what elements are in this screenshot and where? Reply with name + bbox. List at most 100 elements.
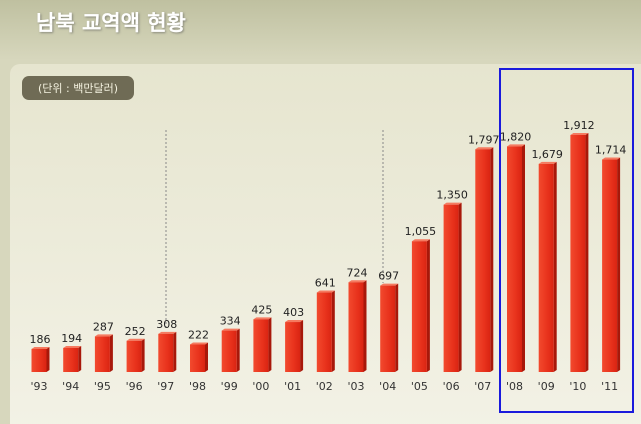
bar: [602, 159, 618, 372]
bar-top: [94, 334, 113, 337]
bar-side: [490, 147, 494, 372]
bar: [348, 282, 364, 372]
x-tick-label: '98: [189, 380, 206, 393]
x-tick-label: '06: [443, 380, 460, 393]
bar-top: [253, 317, 272, 320]
value-label: 287: [93, 320, 114, 333]
bar-side: [173, 331, 177, 372]
x-tick-label: '11: [601, 380, 618, 393]
unit-label: (단위 : 백만달러): [38, 82, 118, 95]
value-label: 1,912: [563, 119, 595, 132]
bar: [443, 204, 459, 372]
bar-top: [475, 147, 494, 150]
bar: [316, 292, 332, 372]
bar: [221, 330, 237, 372]
bar-side: [617, 157, 621, 372]
value-label: 641: [315, 277, 336, 290]
x-tick-label: '99: [221, 380, 238, 393]
bar-side: [109, 334, 113, 372]
value-label: 403: [283, 306, 304, 319]
bar-top: [158, 331, 177, 334]
bar-top: [570, 133, 589, 135]
value-label: 334: [220, 315, 241, 328]
bar-top: [221, 328, 240, 331]
x-tick-label: '96: [126, 380, 143, 393]
bar-side: [268, 317, 272, 372]
x-tick-label: '97: [157, 380, 174, 393]
value-label: 1,055: [405, 225, 437, 238]
x-tick-label: '00: [252, 380, 269, 393]
value-label: 425: [251, 303, 272, 316]
value-label: 308: [156, 318, 177, 331]
bar: [126, 340, 142, 372]
value-label: 1,714: [595, 144, 627, 157]
bars: 186 '93 194 '94 287 '95 252 '96 308 '97 222 '98 334 '…: [30, 119, 627, 393]
bar-top: [380, 283, 399, 286]
bar-top: [443, 202, 462, 205]
x-tick-label: '07: [474, 380, 491, 393]
bar: [94, 336, 110, 372]
x-tick-label: '04: [379, 380, 396, 393]
bar-top: [348, 280, 367, 283]
bar-side: [205, 342, 208, 372]
bar-top: [285, 320, 304, 323]
bar-side: [585, 133, 589, 372]
x-tick-label: '93: [30, 380, 47, 393]
bar: [411, 241, 427, 372]
bar-top: [507, 144, 525, 147]
bar: [63, 347, 79, 372]
bar-side: [78, 345, 82, 372]
bar: [285, 322, 301, 372]
bar: [190, 344, 205, 372]
x-tick-label: '05: [411, 380, 428, 393]
bar-side: [395, 283, 399, 372]
value-label: 252: [125, 325, 146, 338]
bar: [380, 285, 396, 372]
bar-side: [363, 280, 367, 372]
bar-top: [316, 290, 335, 293]
bar-side: [458, 202, 462, 372]
value-label: 1,820: [500, 130, 532, 143]
bar-side: [426, 239, 430, 372]
value-label: 222: [188, 328, 209, 341]
highlight-box: [499, 68, 634, 413]
bar-top: [126, 338, 145, 341]
bar-top: [31, 346, 50, 349]
value-label: 724: [347, 266, 368, 279]
bar: [538, 163, 554, 372]
bar: [253, 319, 269, 372]
bar: [475, 149, 491, 372]
x-tick-label: '10: [569, 380, 586, 393]
value-label: 1,350: [436, 189, 468, 202]
bar: [31, 348, 47, 372]
bar-top: [602, 157, 621, 160]
bar-side: [46, 346, 50, 372]
x-tick-label: '01: [284, 380, 301, 393]
value-label: 1,797: [468, 133, 500, 146]
x-tick-label: '09: [538, 380, 555, 393]
value-label: 1,679: [531, 148, 563, 161]
bar-side: [236, 328, 240, 372]
value-label: 194: [61, 332, 82, 345]
value-label: 186: [30, 333, 51, 346]
bar-side: [553, 161, 557, 372]
x-tick-label: '03: [347, 380, 364, 393]
unit-badge: [22, 76, 134, 100]
x-tick-label: '94: [62, 380, 79, 393]
bar-side: [522, 144, 525, 372]
bar: [507, 146, 522, 372]
bar-top: [63, 345, 82, 348]
x-tick-label: '02: [316, 380, 333, 393]
value-label: 697: [378, 270, 399, 283]
bar-top: [411, 239, 430, 242]
bar-top: [538, 161, 557, 164]
bar: [570, 135, 586, 372]
bar-side: [331, 290, 335, 372]
x-tick-label: '95: [94, 380, 111, 393]
bar: [158, 333, 174, 372]
x-tick-label: '08: [506, 380, 523, 393]
chart-title: 남북 교역액 현황: [36, 11, 186, 35]
bar-side: [300, 320, 304, 372]
